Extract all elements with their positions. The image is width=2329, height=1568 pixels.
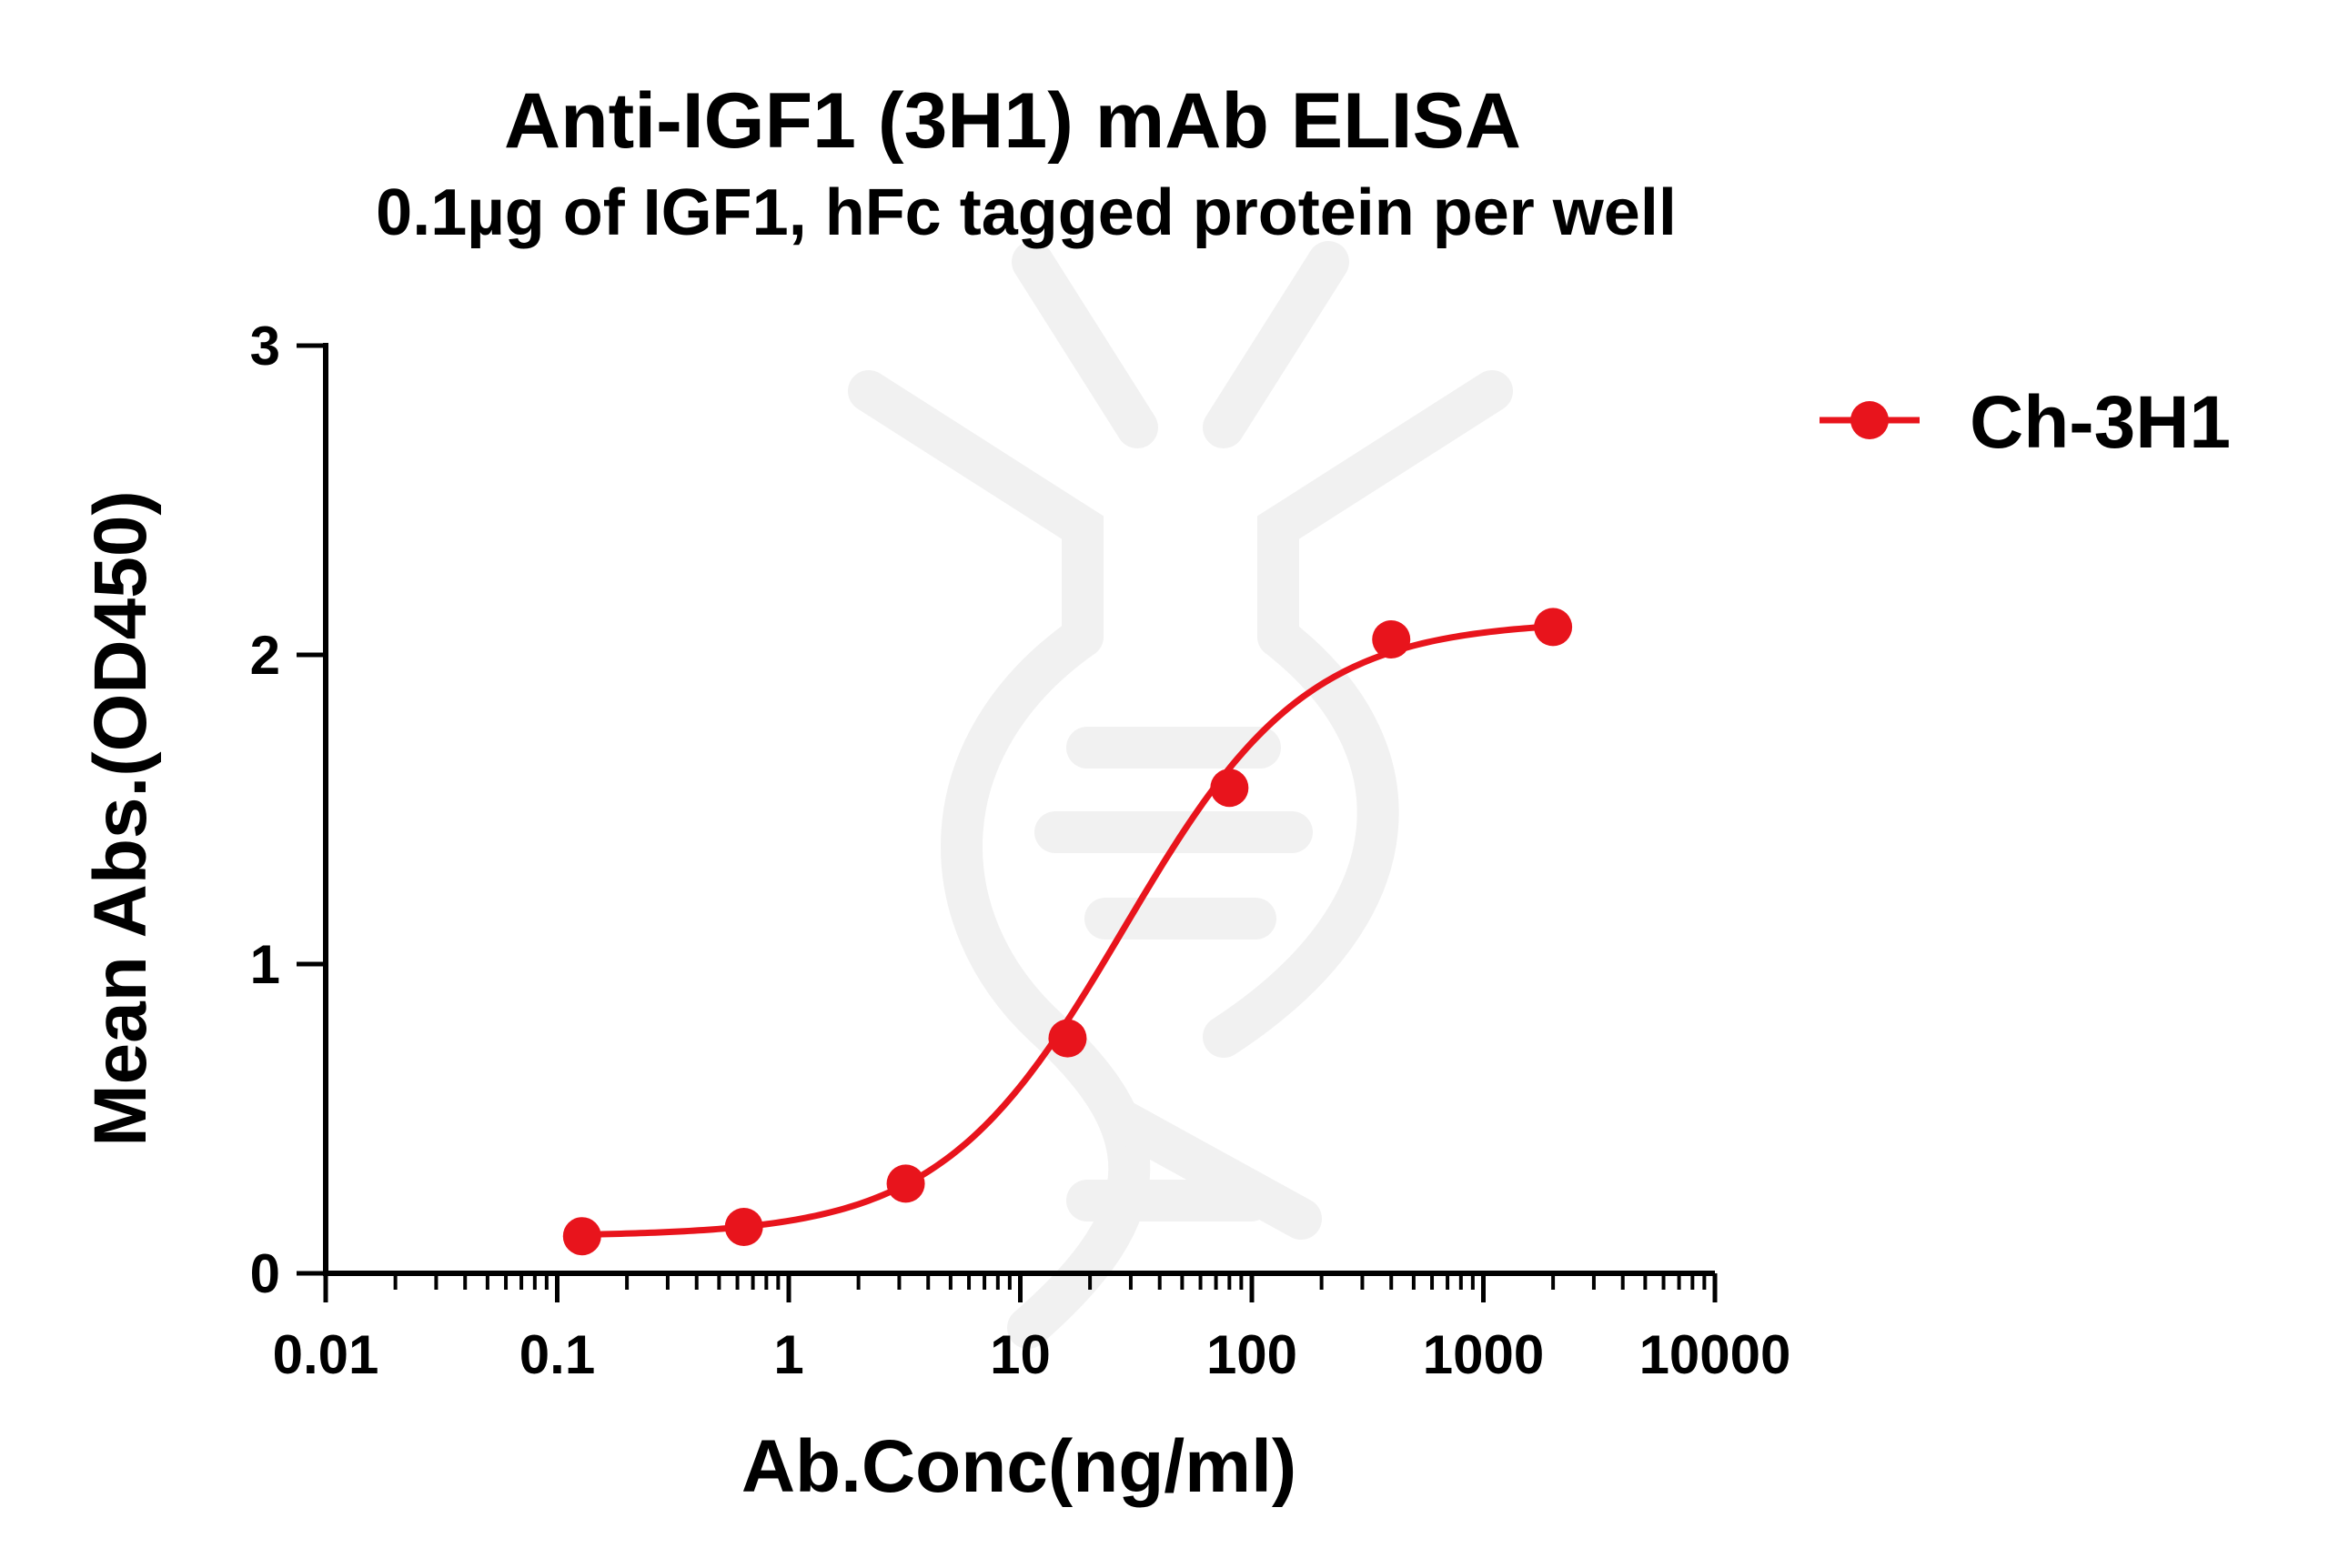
data-point [1534,608,1573,647]
watermark-logo [848,241,1513,1349]
data-point [1372,620,1411,658]
legend-marker-swatch [1850,401,1889,439]
x-tick-label: 10 [990,1324,1051,1385]
x-tick-label: 0.01 [273,1324,379,1385]
x-tick-label: 1 [773,1324,803,1385]
x-tick-label: 100 [1206,1324,1297,1385]
y-axis-ticks: 0 1 2 3 [250,316,326,1304]
data-point [1210,769,1249,808]
legend: Ch-3H1 [1820,381,2231,464]
y-tick-label: 3 [250,316,280,377]
data-point [886,1164,925,1203]
data-point [1048,1019,1087,1058]
x-axis-title: Ab.Conc(ng/ml) [741,1425,1296,1508]
chart-title: Anti-IGF1 (3H1) mAb ELISA [504,77,1521,165]
legend-label: Ch-3H1 [1970,381,2231,464]
x-axis-ticks: 0.01 0.1 1 10 100 1000 10000 [273,1273,1791,1385]
data-point [562,1217,601,1256]
x-tick-label: 1000 [1423,1324,1544,1385]
x-tick-label: 10000 [1639,1324,1791,1385]
y-tick-label: 2 [250,625,280,686]
series-fit-curve [581,623,1554,1238]
y-tick-label: 1 [250,934,280,995]
y-tick-label: 0 [250,1243,280,1304]
chart-subtitle: 0.1µg of IGF1, hFc tagged protein per we… [376,176,1677,249]
y-axis-title: Mean Abs.(OD450) [79,490,162,1146]
x-tick-label: 0.1 [519,1324,595,1385]
series-layer [562,608,1573,1256]
data-point [724,1208,763,1246]
